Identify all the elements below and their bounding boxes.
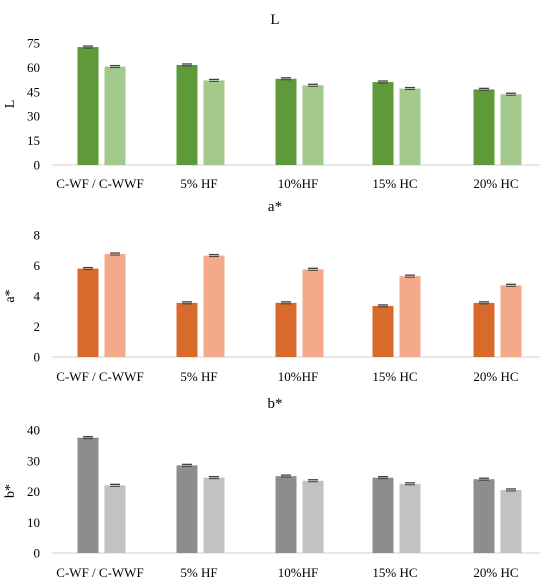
chart3-bar-s2-4	[399, 483, 421, 553]
chart1-bar-s2-5	[500, 94, 522, 165]
chart2-y-tick-1: 2	[34, 319, 41, 334]
chart2-bar-s2-3	[302, 269, 324, 357]
chart2-bar-s2-1	[104, 254, 126, 357]
chart1-category-label-1: C-WF / C-WWF	[56, 176, 143, 191]
chart3-category-label-5: 20% HC	[473, 565, 518, 580]
chart1-bar-s1-3	[275, 78, 297, 165]
chart2-category-label-2: 5% HF	[180, 369, 217, 384]
chart3-category-label-3: 10%HF	[278, 565, 318, 580]
chart1-y-tick-3: 45	[27, 84, 40, 99]
chart1-category-label-5: 20% HC	[473, 176, 518, 191]
chart1-bar-s1-1	[77, 47, 99, 165]
chart1-y-tick-5: 75	[27, 36, 40, 51]
chart1-y-tick-0: 0	[34, 158, 41, 173]
chart3-category-label-2: 5% HF	[180, 565, 217, 580]
chart2-bar-s2-2	[203, 255, 225, 357]
chart1-y-axis-label: L	[3, 100, 18, 109]
chart2-bar-s1-1	[77, 268, 99, 357]
chart3-bar-s2-1	[104, 485, 126, 553]
chart3-bar-s1-5	[473, 479, 495, 553]
chart1-bar-s1-2	[176, 64, 198, 165]
chart2-category-label-3: 10%HF	[278, 369, 318, 384]
chart2-bar-s1-3	[275, 302, 297, 357]
chart3-bar-s1-2	[176, 465, 198, 553]
chart1-category-label-3: 10%HF	[278, 176, 318, 191]
chart2-y-tick-3: 6	[34, 258, 41, 273]
chart3-y-tick-4: 40	[27, 423, 40, 438]
chart2-y-tick-0: 0	[34, 350, 41, 365]
chart3-y-tick-1: 10	[27, 515, 40, 530]
chart2-bar-s1-4	[372, 305, 394, 357]
chart1-y-tick-2: 30	[27, 109, 40, 124]
chart1-category-label-4: 15% HC	[372, 176, 417, 191]
chart3-bar-s2-2	[203, 477, 225, 553]
chart1-bar-s2-2	[203, 80, 225, 165]
chart3-bar-s1-1	[77, 437, 99, 553]
chart2-bar-s1-2	[176, 302, 198, 357]
chart2-bar-s2-5	[500, 285, 522, 357]
chart2-y-tick-4: 8	[34, 228, 41, 243]
chart2-bar-s1-5	[473, 302, 495, 357]
chart2-y-tick-2: 4	[34, 289, 41, 304]
chart1-bar-s2-4	[399, 88, 421, 165]
chart1-y-tick-1: 15	[27, 133, 40, 148]
chart2-category-label-4: 15% HC	[372, 369, 417, 384]
chart3-y-tick-3: 30	[27, 453, 40, 468]
chart3-title: b*	[268, 396, 283, 412]
chart1-y-tick-4: 60	[27, 60, 40, 75]
chart3-bar-s1-4	[372, 477, 394, 553]
chart2-y-axis-label: a*	[3, 289, 18, 302]
chart1-category-label-2: 5% HF	[180, 176, 217, 191]
chart1-bar-s2-3	[302, 85, 324, 165]
chart2-title: a*	[268, 199, 282, 215]
chart3-bar-s2-3	[302, 480, 324, 553]
chart3-y-tick-0: 0	[34, 546, 41, 561]
chart3-bar-s1-3	[275, 476, 297, 553]
chart2-bar-s2-4	[399, 276, 421, 357]
chart3-y-tick-2: 20	[27, 484, 40, 499]
chart3-y-axis-label: b*	[3, 484, 18, 498]
chart2-category-label-5: 20% HC	[473, 369, 518, 384]
chart1-bar-s2-1	[104, 66, 126, 165]
chart3-category-label-1: C-WF / C-WWF	[56, 565, 143, 580]
chart2-category-label-1: C-WF / C-WWF	[56, 369, 143, 384]
chart1-bar-s1-5	[473, 89, 495, 165]
chart3-bar-s2-5	[500, 489, 522, 553]
chart3-category-label-4: 15% HC	[372, 565, 417, 580]
chart1-title: L	[270, 12, 279, 28]
chart1-bar-s1-4	[372, 82, 394, 165]
